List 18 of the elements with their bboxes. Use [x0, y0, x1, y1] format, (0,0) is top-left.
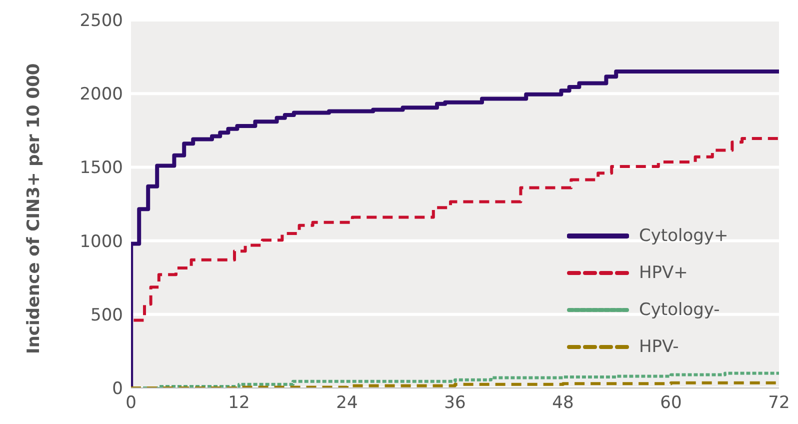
y-tick-label: 2500 [80, 11, 123, 32]
y-tick-label: 0 [112, 379, 123, 400]
legend-label: HPV- [639, 336, 679, 356]
x-tick-label: 36 [444, 393, 466, 414]
legend-label: Cytology+ [639, 226, 728, 246]
y-tick-label: 2000 [80, 84, 123, 105]
x-tick-label: 72 [768, 393, 790, 414]
x-tick-label: 24 [336, 393, 358, 414]
y-tick-label: 1000 [80, 232, 123, 252]
y-tick-label: 500 [90, 305, 123, 326]
x-tick-label: 60 [660, 393, 682, 414]
x-tick-label: 12 [228, 393, 250, 414]
y-axis-title: Incidence of CIN3+ per 10 000 [24, 63, 44, 354]
legend-label: HPV+ [639, 262, 688, 282]
y-tick-label: 1500 [80, 158, 123, 178]
legend-label: Cytology- [639, 300, 720, 320]
x-tick-label: 0 [126, 393, 136, 414]
x-tick-label: 48 [552, 393, 574, 414]
